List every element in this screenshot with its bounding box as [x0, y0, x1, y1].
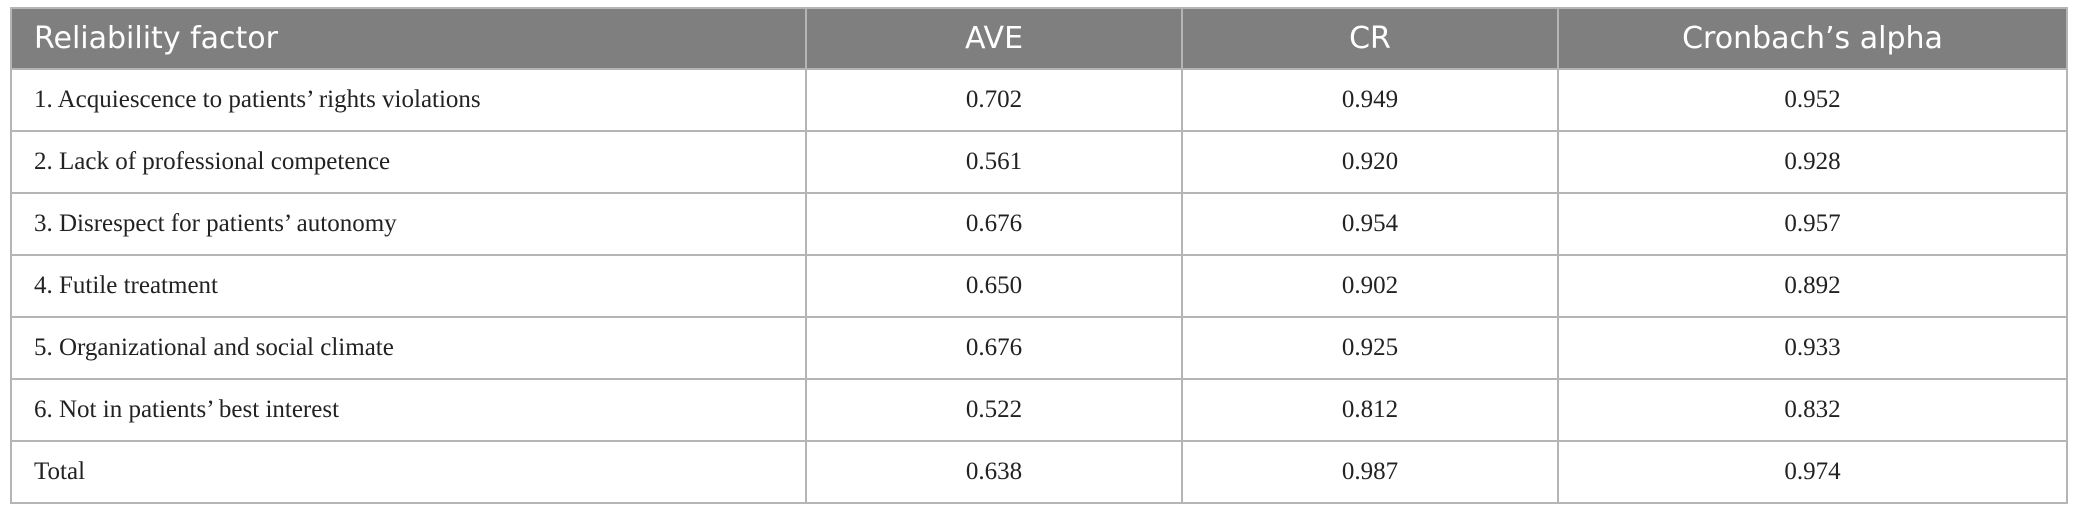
- header-cell: CR: [1181, 7, 1559, 70]
- value-cell: 0.974: [1557, 440, 2068, 504]
- value-cell: 0.522: [805, 378, 1183, 442]
- value-cell: 0.920: [1181, 130, 1559, 194]
- factor-cell: 4. Futile treatment: [10, 254, 807, 318]
- value-cell: 0.933: [1557, 316, 2068, 380]
- factor-cell: 3. Disrespect for patients’ autonomy: [10, 192, 807, 256]
- table-row: 3. Disrespect for patients’ autonomy 0.67…: [10, 192, 2068, 256]
- table-row: 1. Acquiescence to patients’ rights viol…: [10, 68, 2068, 132]
- value-cell: 0.561: [805, 130, 1183, 194]
- header-cell: AVE: [805, 7, 1183, 70]
- factor-cell: 2. Lack of professional competence: [10, 130, 807, 194]
- table-body: 1. Acquiescence to patients’ rights viol…: [10, 68, 2068, 504]
- value-cell: 0.928: [1557, 130, 2068, 194]
- value-cell: 0.676: [805, 316, 1183, 380]
- table-row: 5. Organizational and social climate 0.67…: [10, 316, 2068, 380]
- header-row: Reliability factor AVE CR Cronbach’s alpha: [10, 7, 2068, 70]
- value-cell: 0.925: [1181, 316, 1559, 380]
- factor-cell: 6. Not in patients’ best interest: [10, 378, 807, 442]
- factor-cell: 5. Organizational and social climate: [10, 316, 807, 380]
- table-row: 4. Futile treatment 0.650 0.902 0.892: [10, 254, 2068, 318]
- factor-cell: 1. Acquiescence to patients’ rights viol…: [10, 68, 807, 132]
- value-cell: 0.952: [1557, 68, 2068, 132]
- table-row: 6. Not in patients’ best interest 0.522 0.…: [10, 378, 2068, 442]
- value-cell: 0.832: [1557, 378, 2068, 442]
- value-cell: 0.702: [805, 68, 1183, 132]
- header-cell: Cronbach’s alpha: [1557, 7, 2068, 70]
- value-cell: 0.812: [1181, 378, 1559, 442]
- reliability-table: Reliability factor AVE CR Cronbach’s alpha …: [10, 7, 2068, 504]
- table-row: Total 0.638 0.987 0.974: [10, 440, 2068, 504]
- value-cell: 0.954: [1181, 192, 1559, 256]
- value-cell: 0.638: [805, 440, 1183, 504]
- value-cell: 0.949: [1181, 68, 1559, 132]
- value-cell: 0.957: [1557, 192, 2068, 256]
- value-cell: 0.987: [1181, 440, 1559, 504]
- factor-cell: Total: [10, 440, 807, 504]
- value-cell: 0.892: [1557, 254, 2068, 318]
- value-cell: 0.902: [1181, 254, 1559, 318]
- header-cell: Reliability factor: [10, 7, 807, 70]
- table-row: 2. Lack of professional competence 0.561 0…: [10, 130, 2068, 194]
- value-cell: 0.650: [805, 254, 1183, 318]
- value-cell: 0.676: [805, 192, 1183, 256]
